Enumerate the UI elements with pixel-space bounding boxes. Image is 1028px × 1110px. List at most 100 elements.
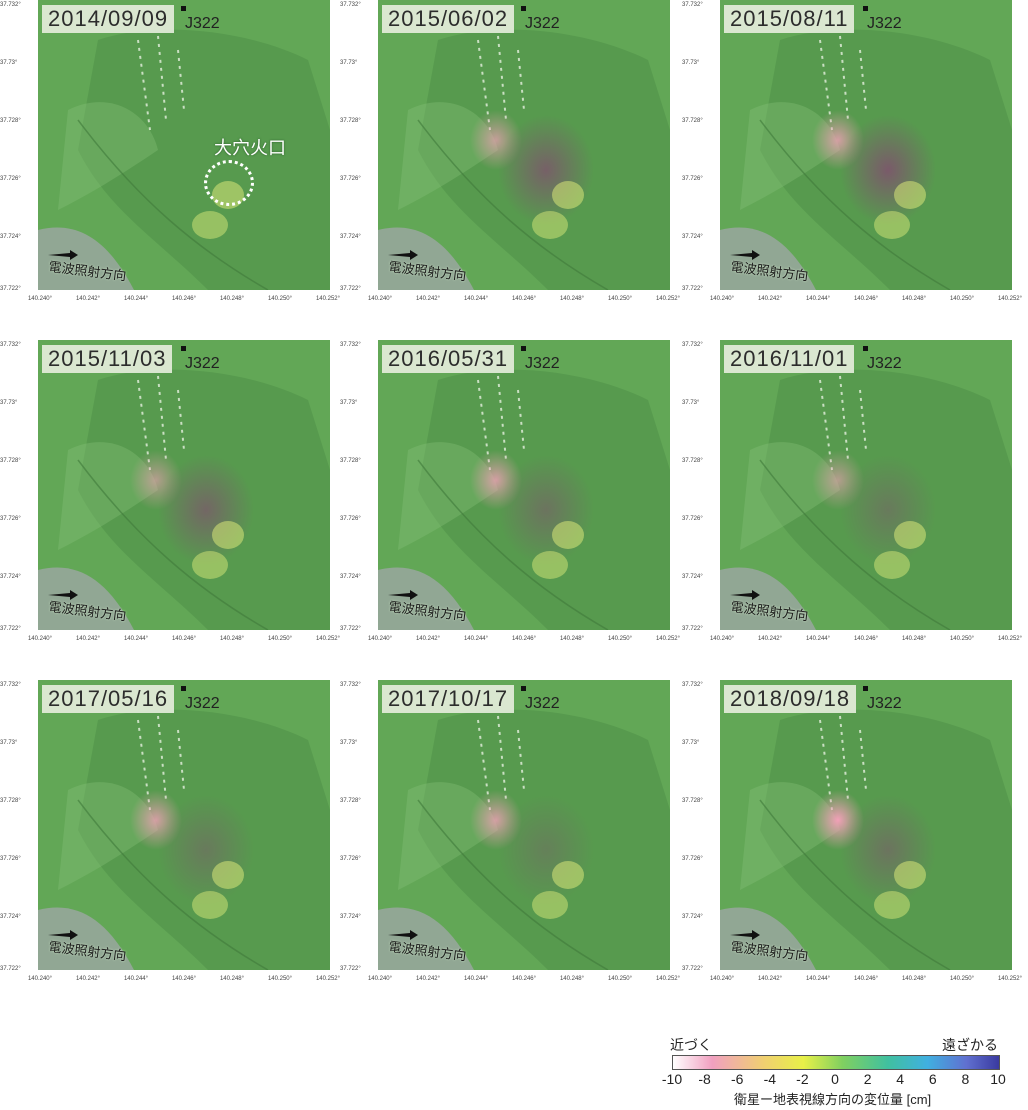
- latitude-tick-label: 37.728°: [682, 798, 703, 804]
- longitude-tick-label: 140.240°: [27, 636, 53, 642]
- observation-date: 2015/11/03: [42, 345, 173, 373]
- latitude-tick-label: 37.722°: [0, 966, 21, 972]
- gnss-station-label: J322: [863, 686, 902, 713]
- legend-recede-label: 遠ざかる: [942, 1037, 998, 1053]
- longitude-tick-label: 140.240°: [27, 976, 53, 982]
- latitude-tick-label: 37.724°: [682, 234, 703, 240]
- legend-tick-label: 8: [961, 1071, 970, 1087]
- longitude-tick-label: 140.248°: [559, 296, 585, 302]
- terrain-map: [720, 340, 1012, 630]
- longitude-tick-label: 140.244°: [463, 976, 489, 982]
- longitude-tick-label: 140.246°: [511, 296, 537, 302]
- latitude-tick-label: 37.724°: [340, 914, 361, 920]
- terrain-map: [378, 0, 670, 290]
- longitude-tick-label: 140.246°: [511, 976, 537, 982]
- longitude-tick-label: 140.252°: [655, 636, 681, 642]
- radar-direction-arrow-icon: [730, 930, 760, 940]
- longitude-tick-label: 140.244°: [805, 976, 831, 982]
- legend-tick-label: 4: [896, 1071, 905, 1087]
- station-marker-icon: [181, 686, 186, 691]
- latitude-tick-label: 37.724°: [340, 234, 361, 240]
- longitude-tick-label: 140.242°: [757, 296, 783, 302]
- gnss-station-label: J322: [521, 686, 560, 713]
- longitude-tick-label: 140.246°: [511, 636, 537, 642]
- interferogram-panel: 37.732° 37.73° 37.728° 37.726° 37.724° 37.722…: [0, 340, 340, 642]
- latitude-tick-label: 37.73°: [0, 60, 18, 66]
- latitude-tick-label: 37.732°: [340, 342, 361, 348]
- longitude-tick-label: 140.244°: [123, 976, 149, 982]
- latitude-tick-label: 37.73°: [340, 740, 358, 746]
- longitude-axis: 140.240° 140.242° 140.244° 140.246° 140.248°…: [28, 296, 340, 306]
- longitude-tick-label: 140.250°: [607, 636, 633, 642]
- longitude-tick-label: 140.242°: [75, 636, 101, 642]
- gnss-station-label: J322: [181, 686, 220, 713]
- legend-caption: 衛星ー地表視線方向の変位量 [cm]: [734, 1092, 932, 1107]
- map-frame: 2017/10/17 J322 電波照射方向: [378, 680, 670, 970]
- longitude-tick-label: 140.240°: [709, 296, 735, 302]
- map-frame: 2015/06/02 J322 電波照射方向: [378, 0, 670, 290]
- terrain-map: [720, 0, 1012, 290]
- gnss-station-label: J322: [521, 346, 560, 373]
- latitude-tick-label: 37.722°: [340, 286, 361, 292]
- interferogram-panel: 37.732° 37.73° 37.728° 37.726° 37.724° 37.722…: [682, 340, 1022, 642]
- longitude-tick-label: 140.244°: [463, 636, 489, 642]
- longitude-tick-label: 140.240°: [709, 976, 735, 982]
- latitude-tick-label: 37.726°: [340, 516, 361, 522]
- longitude-tick-label: 140.250°: [267, 976, 293, 982]
- observation-date: 2018/09/18: [724, 685, 857, 713]
- latitude-tick-label: 37.73°: [0, 740, 18, 746]
- longitude-tick-label: 140.240°: [709, 636, 735, 642]
- terrain-map: [720, 680, 1012, 970]
- legend-tick-label: -2: [796, 1071, 809, 1087]
- map-frame: 2015/11/03 J322 電波照射方向: [38, 340, 330, 630]
- gnss-station-label: J322: [181, 6, 220, 33]
- latitude-tick-label: 37.728°: [0, 118, 21, 124]
- observation-date: 2015/06/02: [382, 5, 515, 33]
- map-frame: 2018/09/18 J322 電波照射方向: [720, 680, 1012, 970]
- latitude-tick-label: 37.724°: [0, 234, 21, 240]
- latitude-tick-label: 37.732°: [0, 342, 21, 348]
- station-marker-icon: [521, 686, 526, 691]
- terrain-map: [378, 340, 670, 630]
- longitude-tick-label: 140.248°: [219, 636, 245, 642]
- longitude-tick-label: 140.242°: [415, 976, 441, 982]
- legend-approach-label: 近づく: [670, 1037, 712, 1053]
- radar-direction-arrow-icon: [48, 590, 78, 600]
- legend-tick-label: 0: [831, 1071, 839, 1087]
- terrain-map: [38, 0, 330, 290]
- latitude-tick-label: 37.724°: [682, 914, 703, 920]
- longitude-tick-label: 140.242°: [757, 636, 783, 642]
- interferogram-panel: 37.732° 37.73° 37.728° 37.726° 37.724° 37.722…: [0, 0, 340, 302]
- legend-tick-label: 10: [990, 1071, 1006, 1087]
- longitude-tick-label: 140.240°: [367, 976, 393, 982]
- terrain-map: [378, 680, 670, 970]
- longitude-axis: 140.240° 140.242° 140.244° 140.246° 140.248°…: [709, 976, 1022, 986]
- longitude-tick-label: 140.252°: [315, 636, 341, 642]
- gnss-station-label: J322: [863, 346, 902, 373]
- observation-date: 2014/09/09: [42, 5, 175, 33]
- latitude-tick-label: 37.728°: [0, 458, 21, 464]
- longitude-tick-label: 140.242°: [415, 636, 441, 642]
- observation-date: 2017/10/17: [382, 685, 515, 713]
- interferogram-panel: 37.732° 37.73° 37.728° 37.726° 37.724° 37.722…: [340, 340, 680, 642]
- station-marker-icon: [181, 6, 186, 11]
- longitude-axis: 140.240° 140.242° 140.244° 140.246° 140.248°…: [367, 976, 681, 986]
- map-frame: 2015/08/11 J322 電波照射方向: [720, 0, 1012, 290]
- interferogram-panel: 37.732° 37.73° 37.728° 37.726° 37.724° 37.722…: [340, 0, 680, 302]
- longitude-tick-label: 140.246°: [171, 636, 197, 642]
- longitude-tick-label: 140.252°: [655, 976, 681, 982]
- longitude-tick-label: 140.250°: [949, 976, 975, 982]
- latitude-tick-label: 37.726°: [682, 516, 703, 522]
- latitude-tick-label: 37.724°: [0, 574, 21, 580]
- longitude-tick-label: 140.246°: [171, 976, 197, 982]
- observation-date: 2017/05/16: [42, 685, 175, 713]
- longitude-tick-label: 140.250°: [949, 296, 975, 302]
- longitude-tick-label: 140.248°: [559, 976, 585, 982]
- latitude-tick-label: 37.726°: [682, 856, 703, 862]
- longitude-tick-label: 140.246°: [853, 296, 879, 302]
- observation-date: 2016/11/01: [724, 345, 855, 373]
- legend-tick-label: -6: [730, 1071, 744, 1087]
- latitude-tick-label: 37.728°: [340, 458, 361, 464]
- legend-tick-label: -8: [698, 1071, 711, 1087]
- longitude-tick-label: 140.242°: [75, 976, 101, 982]
